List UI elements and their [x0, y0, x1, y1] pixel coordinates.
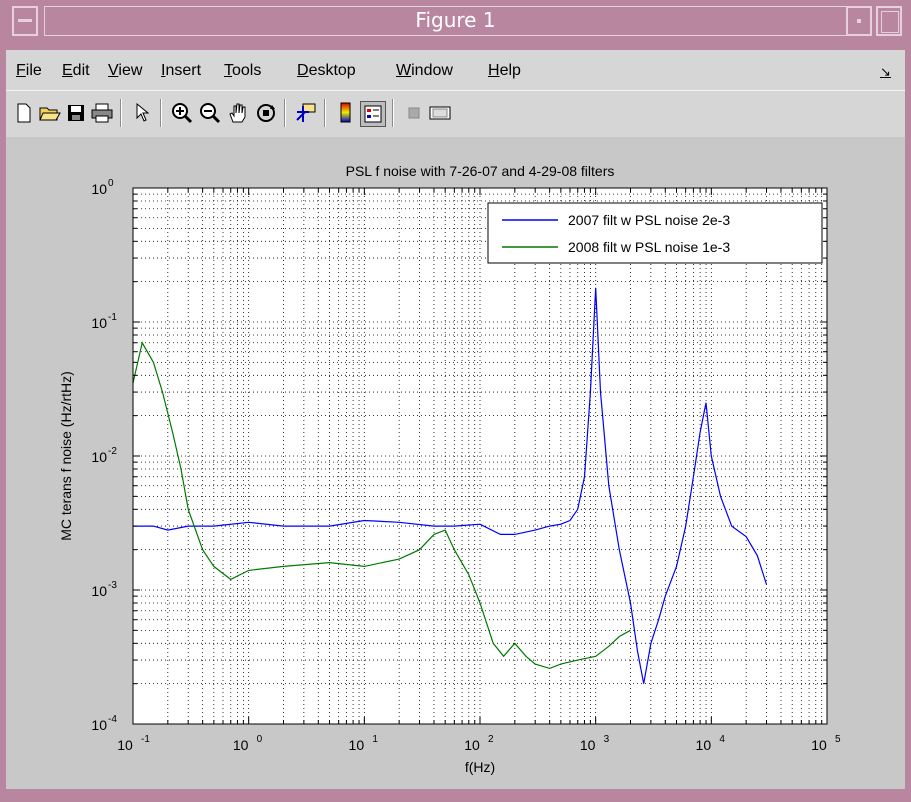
x-tick-label: 10	[696, 737, 712, 753]
y-tick-label: 10	[91, 583, 107, 599]
chart-title: PSL f noise with 7-26-07 and 4-29-08 fil…	[346, 163, 615, 179]
dock-arrow-icon[interactable]: ↘	[880, 64, 891, 79]
window-menu-button[interactable]	[12, 6, 38, 36]
legend: 2007 filt w PSL noise 2e-3 2008 filt w PS…	[487, 202, 823, 264]
menu-file[interactable]: File	[16, 62, 42, 79]
menu-tools[interactable]: Tools	[224, 62, 262, 79]
x-tick-label: 10	[117, 737, 133, 753]
plot-area[interactable]: 10 -1 10 0 10 1 10 2 10 3 10 4 10 510 -410 -310 -210 -110…	[6, 137, 905, 789]
minimize-icon	[857, 19, 861, 23]
menu-bar: File Edit View Insert Tools Desktop Wind…	[6, 50, 905, 90]
new-file-icon[interactable]	[12, 101, 36, 125]
x-tick-label-exponent: 4	[719, 734, 725, 745]
pan-hand-icon[interactable]	[226, 101, 250, 125]
x-tick-label: 10	[580, 737, 596, 753]
save-icon[interactable]	[64, 101, 88, 125]
print-icon[interactable]	[90, 101, 114, 125]
y-tick-label-exponent: -4	[108, 714, 117, 725]
rotate-3d-icon[interactable]	[254, 101, 278, 125]
y-tick-label: 10	[91, 315, 107, 331]
window-menu-icon	[18, 19, 32, 22]
menu-desktop[interactable]: Desktop	[297, 62, 356, 79]
x-tick-label-exponent: 5	[835, 734, 841, 745]
show-plot-tools-icon[interactable]	[428, 101, 452, 125]
x-axis-label: f(Hz)	[465, 759, 495, 775]
figure-canvas: 10 -1 10 0 10 1 10 2 10 3 10 4 10 5 10 -4 10 -3 10 -2 10 -1 10…	[6, 137, 905, 789]
menu-view[interactable]: View	[108, 62, 143, 79]
x-tick-label: 10	[464, 737, 480, 753]
x-tick-label-exponent: 0	[257, 734, 263, 745]
window-title: Figure 1	[415, 8, 496, 32]
legend-entry-1: 2007 filt w PSL noise 2e-3	[568, 212, 730, 228]
series-line-2	[132, 341, 631, 670]
x-tick-label-exponent: 3	[604, 734, 610, 745]
menu-window[interactable]: Window	[396, 62, 453, 79]
legend-entry-2: 2008 filt w PSL noise 1e-3	[568, 239, 730, 255]
menu-edit[interactable]: Edit	[62, 62, 90, 79]
toolbar	[6, 90, 905, 138]
series-line-1	[133, 287, 768, 684]
x-tick-label: 10	[349, 737, 365, 753]
y-tick-label: 10	[91, 449, 107, 465]
menu-insert[interactable]: Insert	[161, 62, 202, 79]
x-tick-label-exponent: 1	[372, 734, 378, 745]
legend-box	[487, 202, 823, 264]
menu-help[interactable]: Help	[488, 62, 521, 79]
y-axis-label: MC terans f noise (Hz/rtHz)	[58, 371, 74, 541]
hide-plot-tools-icon[interactable]	[402, 101, 426, 125]
y-tick-label: 10	[91, 181, 107, 197]
zoom-in-icon[interactable]	[170, 101, 194, 125]
maximize-icon	[881, 11, 899, 33]
minimize-button[interactable]	[846, 6, 872, 36]
x-tick-label: 10	[811, 737, 827, 753]
y-tick-label-exponent: -3	[108, 580, 117, 591]
y-tick-label: 10	[91, 717, 107, 733]
data-cursor-icon[interactable]	[294, 101, 318, 125]
x-tick-label-exponent: -1	[141, 734, 150, 745]
y-tick-label-exponent: 0	[108, 178, 114, 189]
maximize-button[interactable]	[876, 6, 902, 36]
pointer-icon[interactable]	[130, 101, 154, 125]
y-tick-label-exponent: -2	[108, 446, 117, 457]
tick-marks	[132, 187, 828, 725]
y-tick-label-exponent: -1	[108, 312, 117, 323]
legend-icon[interactable]	[360, 101, 386, 127]
open-folder-icon[interactable]	[38, 101, 62, 125]
title-bar[interactable]: Figure 1	[6, 0, 905, 44]
colorbar-icon[interactable]	[334, 101, 358, 125]
x-tick-label: 10	[233, 737, 249, 753]
x-tick-label-exponent: 2	[488, 734, 494, 745]
zoom-out-icon[interactable]	[198, 101, 222, 125]
